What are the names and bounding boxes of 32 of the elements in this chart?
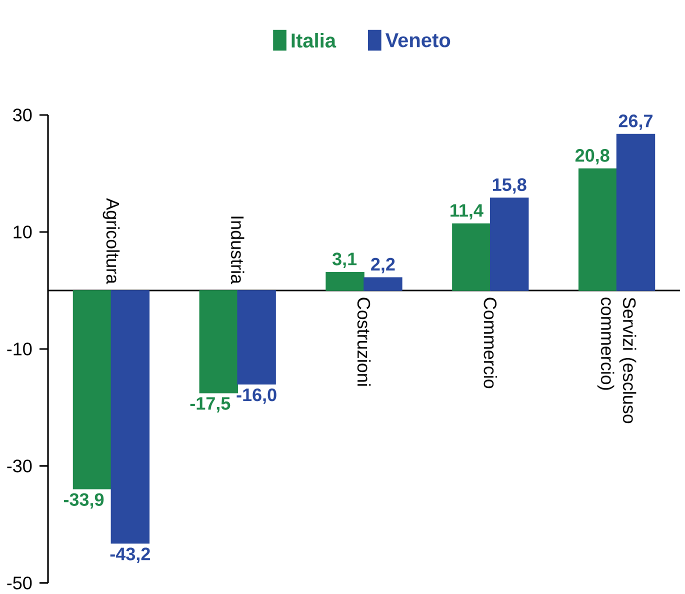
legend-label: Veneto (385, 33, 450, 48)
bar (616, 134, 656, 291)
data-label: 3,1 (332, 252, 357, 268)
x-tick-label: Agricoltura (102, 198, 120, 284)
bar (199, 290, 238, 394)
y-tick-label: -30 (7, 460, 32, 472)
bar (237, 290, 276, 384)
bar (452, 223, 491, 291)
bar (578, 168, 618, 291)
y-tick-label: -10 (7, 342, 32, 356)
data-label: 15,8 (492, 178, 526, 194)
bar (72, 290, 112, 490)
legend-label: Italia (292, 32, 336, 48)
x-tick-label: Servizi (escluso commercio) (597, 298, 636, 424)
data-label: -16,0 (236, 388, 276, 404)
x-tick-label: Industria (230, 216, 244, 284)
y-tick-label: 10 (14, 226, 32, 238)
x-tick-label: Commercio (484, 298, 498, 388)
y-tick-label: 30 (13, 108, 32, 122)
y-tick-label: -50 (7, 576, 32, 590)
data-label: 2,2 (371, 258, 395, 274)
data-label: 11,4 (450, 204, 484, 220)
data-label: 20,8 (575, 149, 610, 164)
bar (110, 290, 150, 544)
bar (326, 272, 364, 291)
bar (364, 277, 402, 291)
bar (490, 198, 529, 291)
data-label: -43,2 (110, 548, 150, 563)
data-label: 26,7 (618, 114, 652, 130)
data-label: -33,9 (64, 493, 104, 509)
x-tick-label: Costruzioni (357, 298, 371, 386)
data-label: -17,5 (190, 397, 230, 412)
